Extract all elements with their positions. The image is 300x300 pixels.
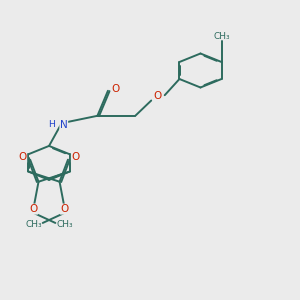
Text: O: O bbox=[61, 204, 69, 214]
Text: O: O bbox=[153, 91, 161, 101]
Text: CH₃: CH₃ bbox=[213, 32, 230, 41]
Text: O: O bbox=[18, 152, 27, 162]
Text: O: O bbox=[111, 84, 120, 94]
Text: CH₃: CH₃ bbox=[56, 220, 73, 229]
Text: O: O bbox=[71, 152, 80, 162]
Text: N: N bbox=[60, 120, 68, 130]
Text: O: O bbox=[29, 204, 38, 214]
Text: CH₃: CH₃ bbox=[25, 220, 42, 229]
Text: H: H bbox=[48, 120, 55, 129]
